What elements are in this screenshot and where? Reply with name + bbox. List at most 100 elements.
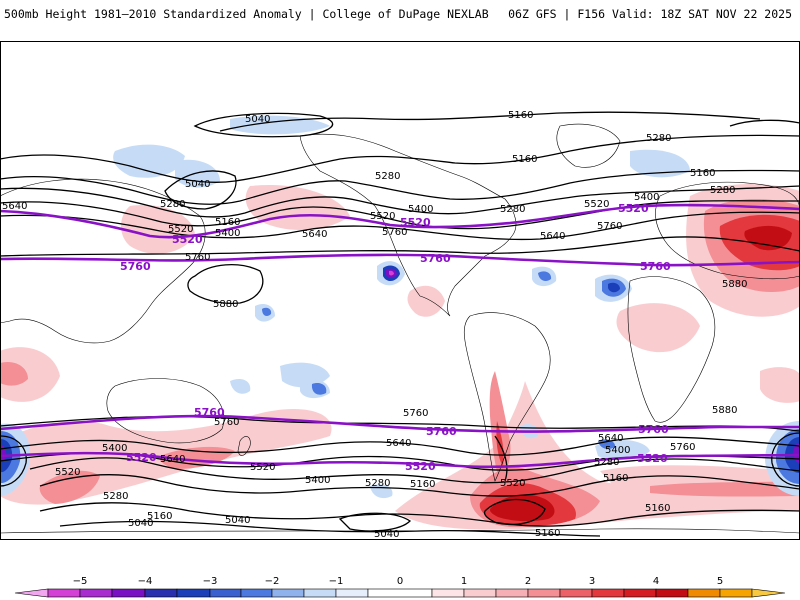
colorbar-swatch <box>176 588 211 598</box>
coast-new-zealand <box>237 436 251 456</box>
coast-antarctica <box>0 528 800 534</box>
contour-label: 5040 <box>128 518 153 529</box>
contour-label: 5400 <box>408 204 433 215</box>
contour-patagonia-trough <box>494 435 508 482</box>
contour-label: 5760 <box>403 408 428 419</box>
anomaly-patch-mid-pacific-dark <box>311 383 327 395</box>
anomaly-patch-south-far-right-2 <box>650 481 800 497</box>
coast-greenland <box>556 123 621 168</box>
contour-label: 5280 <box>500 204 525 215</box>
highlight-label: 5520 <box>405 460 436 473</box>
anomaly-patch-north-pole-top <box>230 115 330 135</box>
contour-label: 5640 <box>598 433 623 444</box>
contour-label: 5160 <box>645 503 670 514</box>
coast-europe <box>655 181 800 280</box>
highlight-label: 5520 <box>172 233 203 246</box>
contour-5280-north <box>0 169 800 205</box>
contour-label: 5640 <box>540 231 565 242</box>
colorbar-swatch <box>271 588 305 598</box>
contour-label: 5400 <box>634 192 659 203</box>
contour-5160-south <box>39 502 800 527</box>
contour-label: 5400 <box>102 443 127 454</box>
contour-label: 5640 <box>302 229 327 240</box>
contour-5040-far-right <box>729 119 800 127</box>
contour-5640-north <box>0 211 800 241</box>
contour-label: 5160 <box>603 473 628 484</box>
anomaly-shading <box>0 115 800 530</box>
contour-label: 5280 <box>646 133 671 144</box>
colorbar-swatch <box>719 588 753 598</box>
anomaly-patch-europe-4 <box>744 225 792 251</box>
anomaly-patch-south-america-low <box>598 439 616 449</box>
contour-label: 5880 <box>722 279 747 290</box>
colorbar-swatch <box>655 588 689 598</box>
anomaly-patch-hudson <box>630 149 690 178</box>
contour-5880-north <box>187 264 264 305</box>
contour-5040-south <box>59 520 601 537</box>
coast-australia <box>106 378 225 444</box>
colorbar-swatch <box>303 588 337 598</box>
contour-label: 5760 <box>185 252 210 263</box>
contour-label: 5400 <box>215 228 240 239</box>
colorbar-swatch <box>623 588 657 598</box>
contour-label: 5520 <box>370 211 395 222</box>
map-title: 500mb Height 1981–2010 Standardized Anom… <box>4 7 489 21</box>
anomaly-patch-hawaii-low-4 <box>389 270 394 276</box>
contour-label: 5520 <box>168 224 193 235</box>
highlight-label: 5520 <box>400 216 431 229</box>
contour-label: 5280 <box>710 185 735 196</box>
anomaly-patch-south-indian-2 <box>39 470 100 504</box>
contour-label: 5760 <box>597 221 622 232</box>
height-contours <box>0 111 800 537</box>
colorbar-swatch <box>79 588 113 598</box>
coast-africa <box>627 276 716 423</box>
contour-label: 5400 <box>305 475 330 486</box>
contour-5400-north <box>0 185 800 218</box>
highlight-5760-south <box>0 414 800 433</box>
contour-label: 5640 <box>160 454 185 465</box>
highlight-5520-north <box>0 203 800 239</box>
contour-label: 5760 <box>382 227 407 238</box>
title-bar: 500mb Height 1981–2010 Standardized Anom… <box>0 0 800 28</box>
contour-label: 5880 <box>213 299 238 310</box>
colorbar-swatch <box>559 588 593 598</box>
contour-label: 5160 <box>215 217 240 228</box>
contour-edge-low-left <box>0 435 27 487</box>
colorbar-tick-label: 3 <box>589 576 595 587</box>
model-run-info: 06Z GFS | F156 Valid: 18Z SAT NOV 22 202… <box>508 7 792 21</box>
contour-5760-north <box>0 236 800 257</box>
colorbar-tick-label: −1 <box>329 576 344 587</box>
contour-south-america-low <box>483 498 546 526</box>
contour-label-group: 5040 5160 5280 5160 5040 5280 5160 5280 … <box>2 110 747 540</box>
contour-5160-north <box>0 134 800 183</box>
colorbar-swatch <box>209 588 242 598</box>
contour-label: 5040 <box>374 529 399 540</box>
anomaly-patch-siberia <box>113 144 185 178</box>
colorbar-tick-label: −2 <box>265 576 280 587</box>
anomaly-patch-caribbean-2 <box>538 271 552 281</box>
contour-label: 5520 <box>500 478 525 489</box>
contour-label: 5280 <box>160 199 185 210</box>
contour-5040-arctic <box>193 112 334 138</box>
contour-edge-low-right <box>771 432 800 487</box>
highlight-label-group: 5520 5760 5520 5760 5520 5760 5760 5520 … <box>120 202 671 473</box>
contour-5640-south <box>0 436 800 456</box>
colorbar-swatch <box>527 588 561 598</box>
contour-label: 5520 <box>584 199 609 210</box>
colorbar-swatch <box>144 588 178 598</box>
contour-5040-siberia <box>164 170 237 210</box>
contour-label: 5280 <box>594 457 619 468</box>
colorbar-swatch <box>495 588 529 598</box>
anomaly-patch-alaska <box>175 159 220 188</box>
contour-label: 5160 <box>508 110 533 121</box>
contour-label: 5280 <box>103 491 128 502</box>
colorbar-ticks: −5 −4 −3 −2 −1 0 1 2 3 4 5 <box>73 576 724 587</box>
contour-5400-south <box>29 457 800 484</box>
colorbar-tick-label: −4 <box>138 576 153 587</box>
anomaly-patch-east-asia <box>121 205 195 254</box>
contour-label: 5280 <box>375 171 400 182</box>
anomaly-patch-west-africa <box>616 303 700 353</box>
highlight-label: 5760 <box>194 406 225 419</box>
highlight-label: 5760 <box>120 260 151 273</box>
contour-label: 5160 <box>512 154 537 165</box>
